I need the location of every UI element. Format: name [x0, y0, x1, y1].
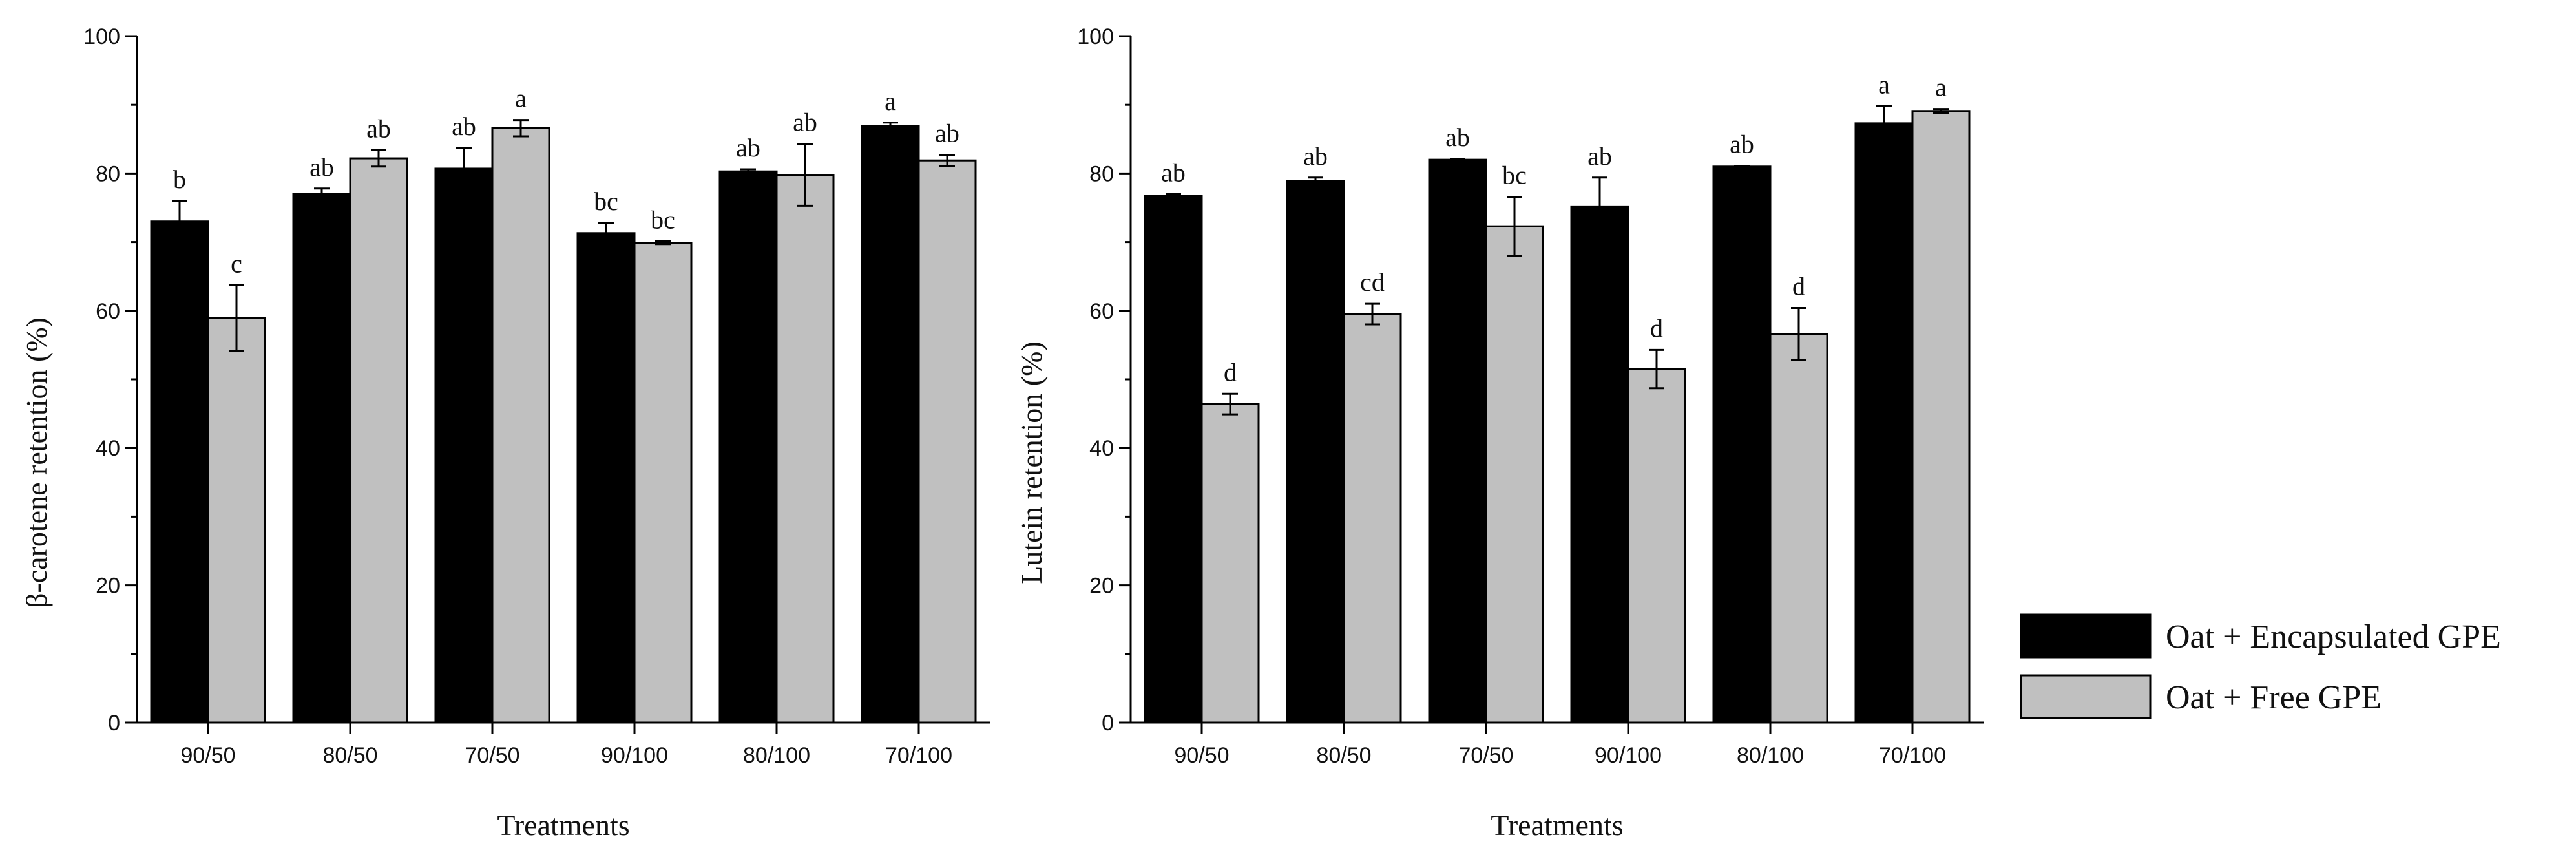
- y-tick-label: 0: [1102, 711, 1114, 735]
- x-tick-label: 70/50: [1458, 743, 1513, 768]
- bar-encapsulated: [1286, 180, 1345, 724]
- significance-label: b: [173, 165, 186, 194]
- bar-free: [491, 127, 550, 724]
- legend-swatch-free: [2020, 674, 2152, 719]
- significance-label: ab: [1303, 142, 1328, 171]
- bar-encapsulated: [1570, 205, 1629, 724]
- significance-label: d: [1650, 313, 1663, 343]
- significance-label: bc: [651, 206, 675, 235]
- beta-carotene-chart: β-carotene retention (%) Treatments 0 20 4…: [20, 25, 990, 841]
- significance-label: ab: [452, 112, 476, 141]
- significance-label: bc: [594, 187, 618, 216]
- significance-label: ab: [736, 133, 760, 162]
- bar-encapsulated: [718, 170, 778, 724]
- legend-label-encapsulated: Oat + Encapsulated GPE: [2166, 619, 2501, 655]
- y-tick-label: 40: [1089, 436, 1114, 461]
- legend-label-free: Oat + Free GPE: [2166, 679, 2382, 716]
- x-axis-title: Treatments: [1491, 809, 1623, 841]
- bar-encapsulated: [292, 193, 351, 724]
- bar-free: [1627, 368, 1686, 724]
- x-tick-label: 80/50: [322, 743, 377, 768]
- y-tick-label: 60: [1089, 299, 1114, 324]
- significance-label: d: [1224, 357, 1237, 386]
- bar-free: [917, 159, 977, 724]
- bar-free: [349, 157, 408, 724]
- legend-swatch-encapsulated: [2020, 613, 2152, 659]
- significance-label: ab: [1730, 130, 1754, 159]
- bar-encapsulated: [1712, 165, 1772, 724]
- y-tick-label: 100: [83, 25, 120, 49]
- significance-label: ab: [309, 153, 334, 182]
- x-tick-label: 70/100: [1879, 743, 1946, 768]
- y-tick-label: 40: [96, 436, 120, 461]
- bar-free: [1485, 225, 1544, 724]
- bar-free: [1200, 403, 1260, 724]
- y-tick-label: 80: [96, 162, 120, 186]
- x-axis-title: Treatments: [497, 809, 629, 841]
- x-tick-label: 90/50: [180, 743, 235, 768]
- legend: Oat + Encapsulated GPE Oat + Free GPE: [2020, 613, 2501, 719]
- x-tick-label: 90/100: [1595, 743, 1662, 768]
- bar-encapsulated: [434, 167, 494, 724]
- x-tick-label: 90/100: [601, 743, 668, 768]
- significance-label: ab: [935, 119, 959, 148]
- x-tick-label: 70/50: [465, 743, 519, 768]
- y-tick-label: 60: [96, 299, 120, 324]
- significance-label: cd: [1360, 268, 1385, 297]
- significance-label: ab: [366, 114, 391, 143]
- bar-encapsulated: [576, 232, 636, 724]
- bar-free: [1769, 333, 1828, 724]
- y-tick-label: 80: [1089, 162, 1114, 186]
- significance-label: c: [231, 249, 242, 279]
- bar-free: [1343, 313, 1402, 724]
- bar-encapsulated: [1854, 122, 1914, 724]
- significance-label: ab: [1587, 142, 1612, 171]
- significance-label: a: [1878, 70, 1890, 99]
- x-tick-label: 90/50: [1174, 743, 1229, 768]
- significance-label: d: [1792, 272, 1805, 301]
- y-tick-label: 100: [1077, 25, 1114, 49]
- x-tick-label: 80/100: [1737, 743, 1804, 768]
- x-tick-label: 80/50: [1316, 743, 1371, 768]
- bar-free: [207, 317, 266, 724]
- bar-free: [633, 242, 693, 724]
- bar-encapsulated: [150, 220, 209, 724]
- significance-label: ab: [1445, 123, 1470, 152]
- x-tick-label: 80/100: [743, 743, 810, 768]
- significance-label: ab: [1161, 158, 1186, 187]
- x-tick-label: 70/100: [885, 743, 952, 768]
- y-tick-label: 0: [108, 711, 120, 735]
- bar-encapsulated: [1428, 158, 1487, 724]
- significance-label: ab: [793, 108, 817, 137]
- bar-free: [1911, 110, 1971, 724]
- y-tick-label: 20: [1089, 574, 1114, 598]
- lutein-chart: Lutein retention (%) Treatments 0 20 40 60 8…: [1015, 25, 1984, 841]
- bar-encapsulated: [861, 125, 920, 724]
- y-axis-title: Lutein retention (%): [1015, 341, 1048, 584]
- y-axis-title: β-carotene retention (%): [20, 317, 53, 608]
- significance-label: a: [885, 87, 896, 116]
- bar-free: [775, 174, 835, 724]
- significance-label: a: [1935, 73, 1947, 102]
- significance-label: bc: [1502, 161, 1527, 190]
- significance-label: a: [515, 84, 527, 113]
- y-tick-label: 20: [96, 574, 120, 598]
- bar-encapsulated: [1144, 195, 1203, 724]
